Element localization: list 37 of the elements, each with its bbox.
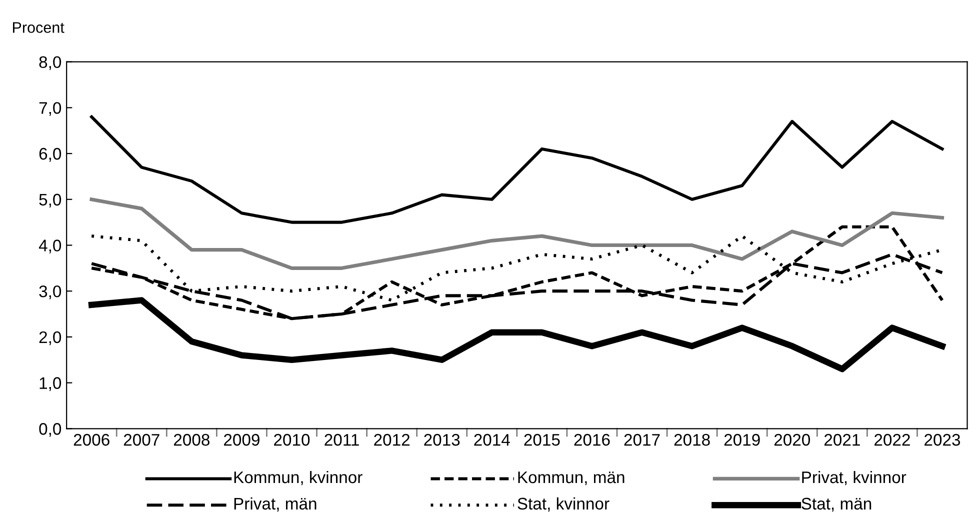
- x-tick-label: 2012: [374, 434, 410, 446]
- y-tick-label: 5,0: [39, 194, 62, 208]
- legend-label: Stat, kvinnor: [518, 497, 610, 512]
- x-tick-label: 2011: [324, 434, 359, 446]
- legend-label: Kommun, kvinnor: [234, 470, 362, 486]
- x-tick-label: 2016: [574, 434, 610, 446]
- x-tick-label: 2015: [524, 434, 560, 446]
- y-tick-label: 8,0: [39, 56, 62, 70]
- line-series: [90, 225, 944, 320]
- x-tick-label: 2006: [74, 434, 110, 446]
- line-series: [90, 198, 944, 270]
- y-axis-title: Procent: [13, 22, 64, 33]
- x-tick-label: 2021: [824, 434, 860, 446]
- x-tick-label: 2008: [174, 434, 210, 446]
- x-tick-label: 2018: [674, 434, 710, 446]
- x-tick-label: 2014: [474, 434, 510, 446]
- y-tick-label: 3,0: [39, 285, 62, 300]
- x-tick-label: 2019: [724, 434, 760, 446]
- y-tick-label: 4,0: [38, 240, 62, 254]
- y-tick-label: 1,0: [40, 377, 62, 391]
- x-tick-label: 2017: [624, 434, 660, 446]
- x-tick-label: 2020: [774, 434, 810, 446]
- y-tick-label: 2,0: [39, 331, 62, 346]
- x-tick-label: 2010: [274, 434, 310, 446]
- x-tick-label: 2023: [924, 434, 960, 446]
- legend-label: Kommun, män: [518, 472, 624, 486]
- line-series: [90, 115, 944, 224]
- legend-label: Stat, män: [802, 498, 872, 512]
- y-tick-label: 0,0: [39, 423, 62, 437]
- x-tick-label: 2009: [224, 434, 260, 446]
- legend-label: Privat, män: [234, 497, 316, 512]
- x-tick-label: 2022: [874, 434, 910, 446]
- x-tick-label: 2007: [124, 434, 160, 446]
- y-tick-label: 6,0: [39, 148, 62, 162]
- legend-label: Privat, kvinnor: [802, 470, 906, 486]
- y-tick-label: 7,0: [39, 102, 62, 116]
- x-tick-label: 2013: [424, 434, 460, 446]
